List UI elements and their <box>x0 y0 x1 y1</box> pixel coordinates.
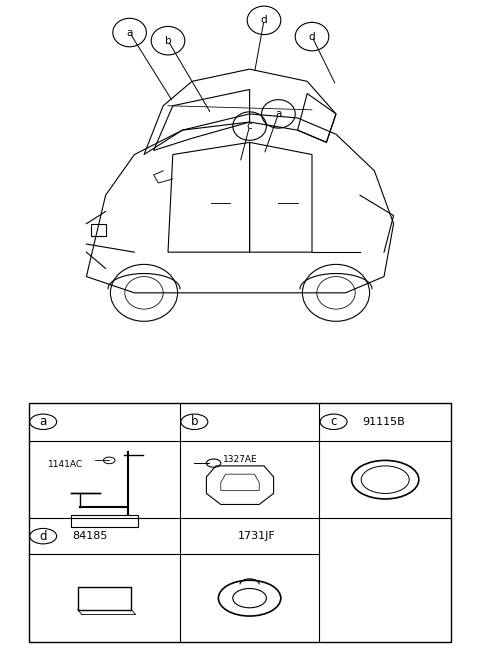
Text: b: b <box>191 415 198 428</box>
Text: d: d <box>309 31 315 41</box>
Text: 1327AE: 1327AE <box>223 455 258 464</box>
Text: b: b <box>165 35 171 46</box>
Text: c: c <box>247 121 252 131</box>
Text: c: c <box>330 415 337 428</box>
Text: a: a <box>275 109 282 119</box>
Text: 91115B: 91115B <box>362 417 405 427</box>
Text: 1141AC: 1141AC <box>48 461 83 470</box>
Text: 1731JF: 1731JF <box>238 531 276 541</box>
Text: a: a <box>39 415 47 428</box>
Text: d: d <box>39 529 47 543</box>
Text: 84185: 84185 <box>72 531 108 541</box>
Text: d: d <box>261 15 267 26</box>
Text: a: a <box>126 28 133 37</box>
